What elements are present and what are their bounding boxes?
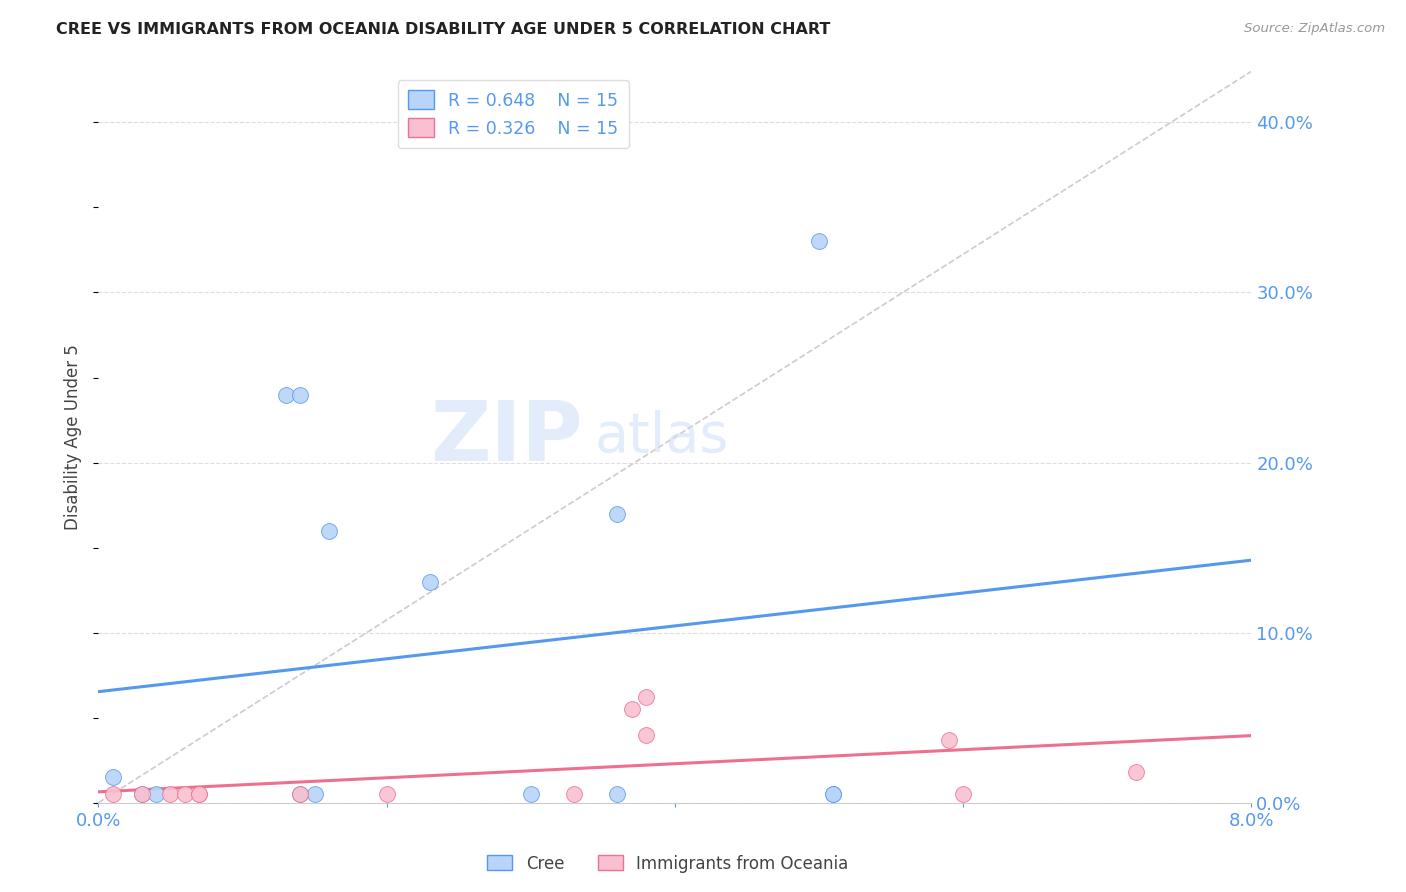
Point — [101, 787, 124, 801]
Point — [823, 787, 845, 801]
Point — [375, 787, 398, 801]
Point — [290, 787, 312, 801]
Point — [159, 787, 181, 801]
Legend: R = 0.648    N = 15, R = 0.326    N = 15: R = 0.648 N = 15, R = 0.326 N = 15 — [398, 80, 628, 148]
Point — [952, 787, 974, 801]
Point — [606, 787, 628, 801]
Point — [1125, 765, 1147, 780]
Point — [318, 524, 340, 538]
Point — [290, 787, 312, 801]
Point — [274, 387, 297, 401]
Point — [101, 770, 124, 784]
Point — [807, 235, 830, 249]
Point — [304, 787, 326, 801]
Text: atlas: atlas — [595, 410, 728, 464]
Point — [938, 732, 960, 747]
Point — [636, 690, 658, 705]
Point — [562, 787, 585, 801]
Point — [520, 787, 543, 801]
Text: ZIP: ZIP — [430, 397, 582, 477]
Point — [131, 787, 153, 801]
Point — [290, 387, 312, 401]
Text: Source: ZipAtlas.com: Source: ZipAtlas.com — [1244, 22, 1385, 36]
Point — [419, 574, 441, 589]
Point — [823, 787, 845, 801]
Point — [636, 728, 658, 742]
Point — [606, 507, 628, 521]
Y-axis label: Disability Age Under 5: Disability Age Under 5 — [65, 344, 83, 530]
Point — [131, 787, 153, 801]
Text: CREE VS IMMIGRANTS FROM OCEANIA DISABILITY AGE UNDER 5 CORRELATION CHART: CREE VS IMMIGRANTS FROM OCEANIA DISABILI… — [56, 22, 831, 37]
Point — [188, 787, 211, 801]
Point — [620, 702, 643, 716]
Point — [174, 787, 197, 801]
Legend: Cree, Immigrants from Oceania: Cree, Immigrants from Oceania — [481, 848, 855, 880]
Point — [145, 787, 167, 801]
Point — [188, 787, 211, 801]
